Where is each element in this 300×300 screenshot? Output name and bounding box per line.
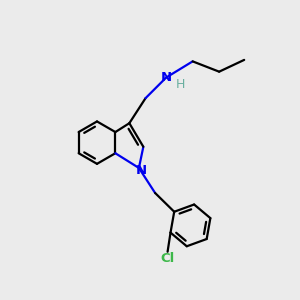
Text: H: H <box>176 77 185 91</box>
Text: N: N <box>160 71 172 84</box>
Text: N: N <box>136 164 147 177</box>
Text: Cl: Cl <box>160 252 175 265</box>
